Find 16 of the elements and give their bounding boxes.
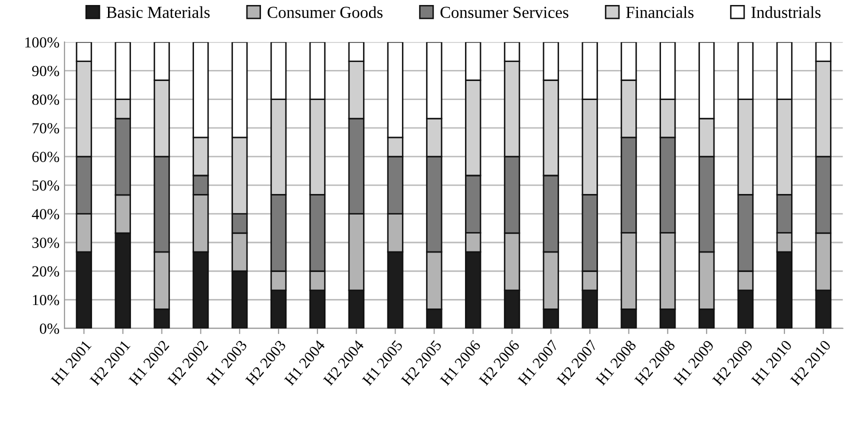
y-tick-label: 60% bbox=[32, 152, 60, 162]
legend-label: Basic Materials bbox=[106, 6, 210, 18]
y-tick-label: 70% bbox=[32, 123, 60, 134]
legend-label: Consumer Goods bbox=[268, 6, 383, 18]
y-tick-label: 0% bbox=[40, 324, 60, 334]
legend-label: Financials bbox=[626, 6, 694, 18]
legend-label: Consumer Services bbox=[440, 6, 568, 18]
y-tick-label: 80% bbox=[32, 94, 60, 105]
y-tick-label: 90% bbox=[32, 66, 60, 76]
y-tick-label: 30% bbox=[32, 238, 60, 248]
y-tick-label: 10% bbox=[32, 294, 60, 306]
y-tick-label: 20% bbox=[32, 266, 60, 277]
legend-label: Industrials bbox=[751, 6, 821, 18]
y-tick-label: 50% bbox=[32, 180, 60, 191]
y-tick-label: 100% bbox=[25, 37, 60, 48]
y-tick-label: 40% bbox=[32, 209, 60, 220]
